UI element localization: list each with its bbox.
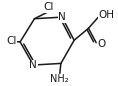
Text: OH: OH (98, 10, 114, 20)
Text: N: N (58, 12, 66, 22)
Text: O: O (97, 39, 105, 49)
Text: N: N (30, 60, 37, 70)
Text: N: N (58, 12, 66, 22)
Text: NH₂: NH₂ (51, 74, 69, 84)
Text: N: N (30, 60, 37, 70)
Text: Cl: Cl (6, 36, 17, 46)
Text: Cl: Cl (44, 2, 54, 12)
